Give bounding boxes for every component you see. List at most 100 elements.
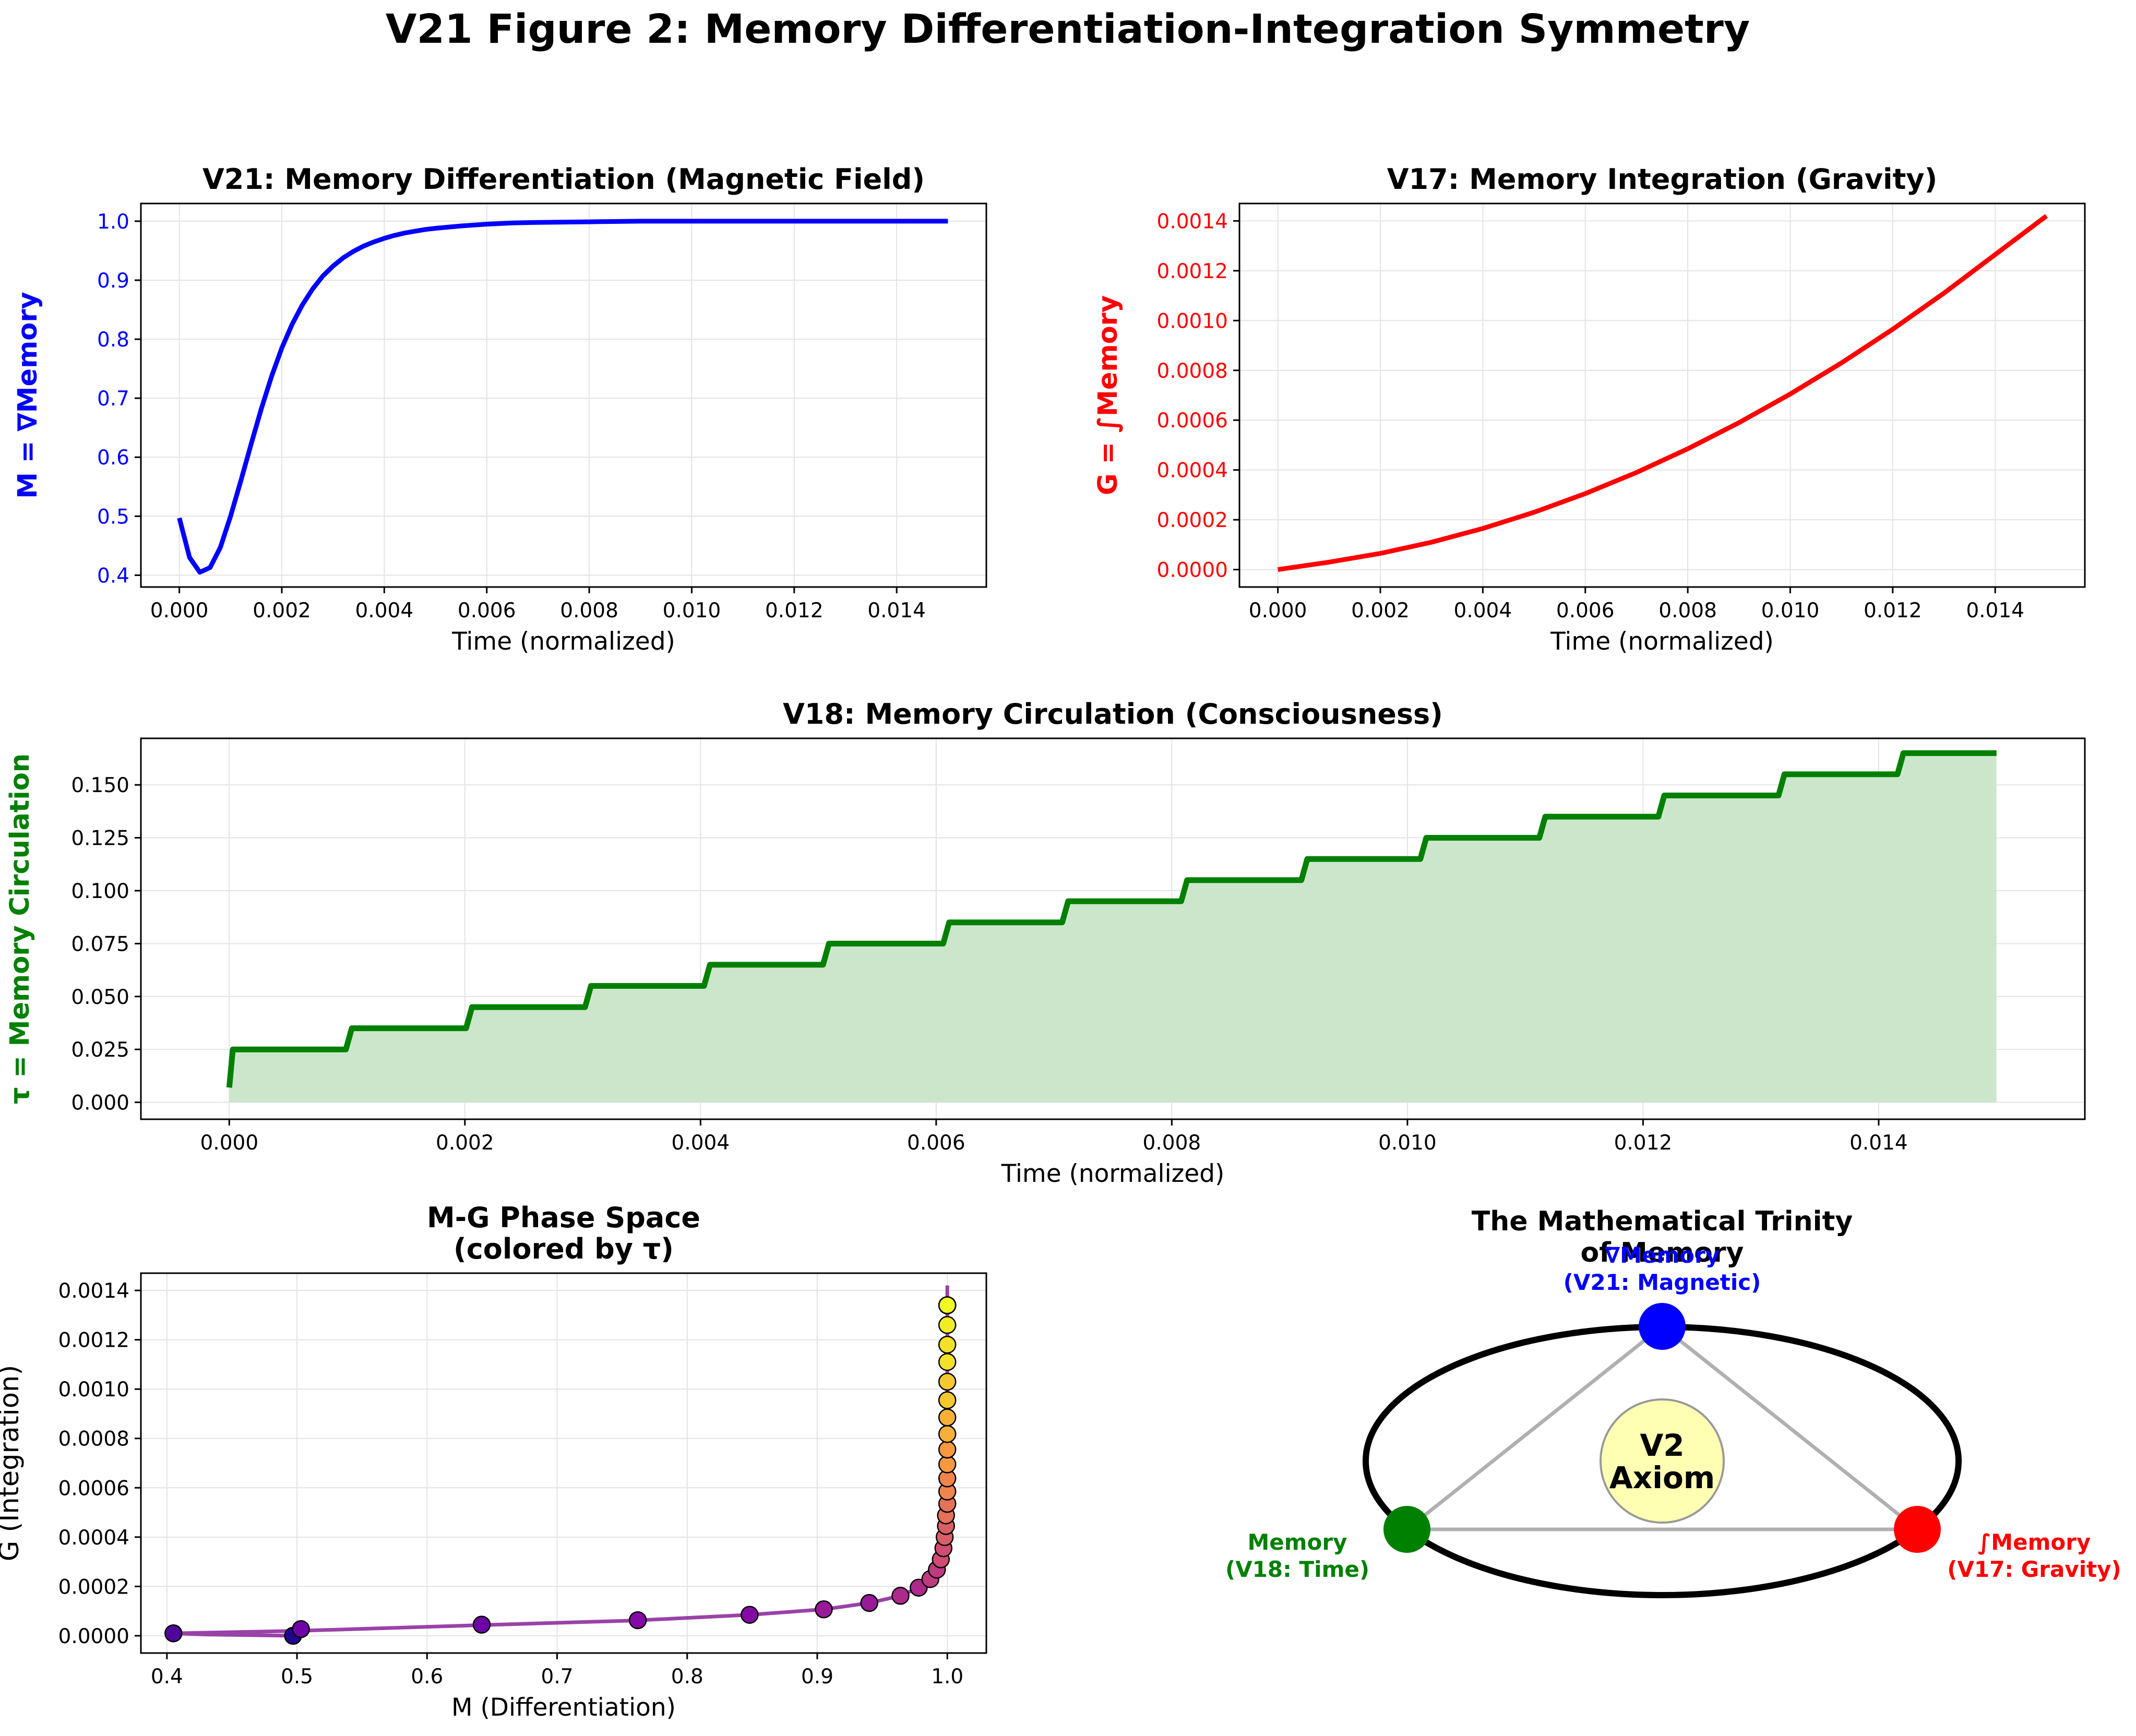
y-tick-label: 0.6 bbox=[97, 446, 129, 470]
scatter-point bbox=[938, 1352, 957, 1371]
x-tick-label: 0.000 bbox=[1249, 599, 1307, 622]
x-tick-label: 0.002 bbox=[253, 599, 311, 622]
area-fill bbox=[229, 753, 1997, 1103]
x-tick-label: 0.014 bbox=[867, 599, 926, 622]
text-line: Memory bbox=[1248, 1529, 1347, 1555]
y-tick-label: 0.0012 bbox=[1157, 260, 1228, 283]
v2-axiom-label: V2 Axiom bbox=[1609, 1428, 1715, 1495]
x-tick-label: 0.004 bbox=[672, 1131, 730, 1155]
x-tick-label: 0.008 bbox=[1143, 1131, 1201, 1155]
x-tick-label: 0.002 bbox=[436, 1131, 494, 1155]
y-tick-label: 0.025 bbox=[71, 1038, 129, 1062]
series-line-M bbox=[177, 219, 948, 575]
text-line: V21: Memory Differentiation (Magnetic Fi… bbox=[202, 163, 925, 196]
memory-circulation-panel: 0.000 0.002 0.004 0.006 0.008 0.010 0.012 0.014… bbox=[5, 698, 2086, 1188]
axes-frame bbox=[140, 1272, 987, 1654]
magnetic-node-label: ∇Memory (V21: Magnetic) bbox=[1564, 1242, 1761, 1295]
scatter-point bbox=[938, 1408, 957, 1427]
axes-frame bbox=[1238, 202, 2086, 588]
time-node bbox=[1383, 1506, 1430, 1553]
series-line-G bbox=[1277, 214, 2048, 572]
x-tick-label: 0.014 bbox=[1966, 599, 2024, 622]
text-line: (V17: Gravity) bbox=[1947, 1557, 2121, 1582]
text-line: V2 bbox=[1640, 1428, 1684, 1463]
scatter-point bbox=[741, 1606, 759, 1624]
text-line: V17: Memory Integration (Gravity) bbox=[1387, 163, 1938, 196]
x-tick-label: 0.010 bbox=[663, 599, 721, 622]
y-tick-label: 0.0004 bbox=[1157, 459, 1228, 483]
gravity-node-label: ∫Memory (V17: Gravity) bbox=[1947, 1529, 2121, 1582]
x-axis-label: Time (normalized) bbox=[1550, 627, 1774, 656]
y-tick-label: 0.050 bbox=[71, 986, 129, 1009]
y-tick-label: 0.000 bbox=[71, 1092, 129, 1115]
x-tick-label: 0.010 bbox=[1761, 599, 1820, 622]
scatter-point bbox=[938, 1424, 957, 1443]
text-line: ∇Memory bbox=[1605, 1242, 1720, 1268]
panel-title: V18: Memory Circulation (Consciousness) bbox=[783, 698, 1443, 731]
x-tick-label: 0.8 bbox=[671, 1665, 703, 1689]
time-node-label: Memory (V18: Time) bbox=[1225, 1529, 1369, 1582]
memory-differentiation-panel: 0.000 0.002 0.004 0.006 0.008 0.010 0.012 0.014… bbox=[13, 163, 987, 656]
axes-frame bbox=[140, 202, 987, 588]
text-line: (V18: Time) bbox=[1225, 1557, 1369, 1582]
y-tick-label: 0.8 bbox=[97, 328, 129, 352]
text-line: Axiom bbox=[1609, 1460, 1715, 1495]
text-line: ∫Memory bbox=[1978, 1529, 2091, 1555]
scatter-point bbox=[628, 1611, 647, 1630]
scatter-point bbox=[938, 1391, 957, 1409]
y-tick-label: 0.100 bbox=[71, 880, 129, 903]
x-axis-label: Time (normalized) bbox=[451, 627, 675, 656]
y-tick-label: 0.0006 bbox=[58, 1477, 129, 1500]
y-tick-label: 0.0008 bbox=[58, 1428, 129, 1451]
y-tick-label: 0.075 bbox=[71, 932, 129, 956]
y-tick-label: 0.0012 bbox=[58, 1329, 129, 1352]
scatter-point bbox=[815, 1600, 833, 1619]
text-line: V18: Memory Circulation (Consciousness) bbox=[783, 698, 1443, 731]
y-tick-label: 0.7 bbox=[97, 387, 129, 411]
text-line: The Mathematical Trinity bbox=[1472, 1206, 1853, 1237]
x-tick-label: 0.002 bbox=[1351, 599, 1410, 622]
y-tick-label: 0.9 bbox=[97, 269, 129, 293]
x-tick-label: 0.006 bbox=[458, 599, 516, 622]
trinity-title: The Mathematical Trinity of Memory bbox=[1472, 1206, 1853, 1268]
x-axis-label: M (Differentiation) bbox=[451, 1693, 676, 1722]
y-tick-label: 0.0014 bbox=[58, 1279, 129, 1303]
y-tick-label: 1.0 bbox=[97, 210, 129, 234]
y-axis-label: G = ∫Memory bbox=[1093, 295, 1124, 495]
y-tick-label: 0.0004 bbox=[58, 1526, 129, 1550]
x-tick-label: 0.4 bbox=[151, 1665, 183, 1689]
text-line: of Memory bbox=[1581, 1237, 1744, 1268]
scatter-point bbox=[860, 1594, 878, 1612]
scatter-point bbox=[891, 1587, 910, 1605]
scatter-point bbox=[938, 1335, 957, 1354]
scatter-point bbox=[938, 1440, 957, 1459]
y-tick-label: 0.0002 bbox=[1157, 509, 1228, 532]
y-tick-label: 0.0002 bbox=[58, 1575, 129, 1599]
x-tick-label: 0.7 bbox=[541, 1665, 574, 1689]
x-tick-label: 0.012 bbox=[1614, 1131, 1673, 1155]
scatter-point bbox=[292, 1620, 310, 1638]
y-axis-label: G (Integration) bbox=[0, 1365, 25, 1562]
memory-integration-panel: 0.000 0.002 0.004 0.006 0.008 0.010 0.012 0.014… bbox=[1093, 163, 2086, 656]
scatter-point bbox=[938, 1372, 957, 1391]
x-tick-label: 0.006 bbox=[1556, 599, 1615, 622]
x-tick-label: 0.006 bbox=[907, 1131, 965, 1155]
y-axis-label: M = ∇Memory bbox=[13, 292, 43, 498]
v2-axiom-circle bbox=[1600, 1398, 1725, 1524]
y-tick-label: 0.0006 bbox=[1157, 409, 1228, 433]
trinity-triangle bbox=[1401, 1324, 1923, 1531]
y-tick-label: 0.5 bbox=[97, 505, 129, 529]
x-tick-label: 0.012 bbox=[765, 599, 824, 622]
x-tick-label: 0.010 bbox=[1378, 1131, 1437, 1155]
figure-title: V21 Figure 2: Memory Differentiation-Int… bbox=[386, 6, 1750, 53]
panel-title: M-G Phase Space (colored by τ) bbox=[427, 1201, 700, 1265]
x-tick-label: 1.0 bbox=[931, 1665, 963, 1689]
x-tick-label: 0.012 bbox=[1864, 599, 1922, 622]
text-line: (colored by τ) bbox=[454, 1232, 674, 1265]
panel-title: V21: Memory Differentiation (Magnetic Fi… bbox=[202, 163, 925, 196]
x-axis-label: Time (normalized) bbox=[1001, 1159, 1225, 1188]
x-tick-label: 0.5 bbox=[281, 1665, 313, 1689]
y-tick-label: 0.4 bbox=[97, 564, 129, 588]
trinity-diagram: The Mathematical Trinity of Memory V2 Axio… bbox=[1225, 1206, 2121, 1598]
